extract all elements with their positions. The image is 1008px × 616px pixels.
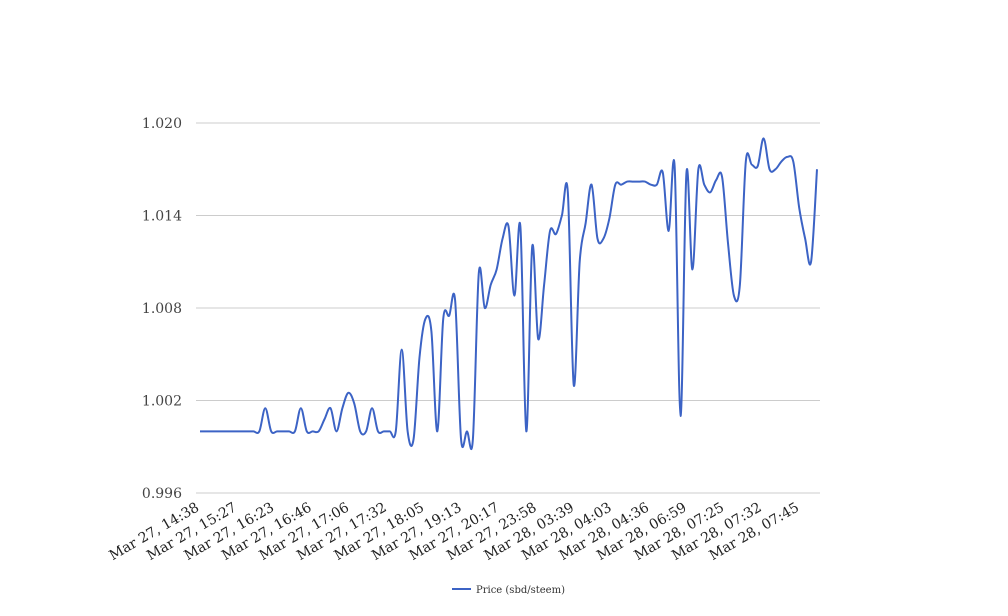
series-layer (200, 137, 818, 451)
legend-label: Price (sbd/steem) (476, 585, 565, 596)
y-tick-label: 1.020 (142, 116, 182, 132)
y-tick-label: 0.996 (142, 486, 182, 502)
y-axis: 0.996 1.002 1.008 1.014 1.020 (142, 116, 182, 502)
legend: Price (sbd/steem) (452, 585, 565, 596)
y-tick-label: 1.014 (142, 209, 182, 225)
gridlines (196, 122, 820, 494)
series-line (200, 137, 818, 451)
y-tick-label: 1.008 (142, 301, 182, 317)
y-tick-label: 1.002 (142, 394, 182, 410)
